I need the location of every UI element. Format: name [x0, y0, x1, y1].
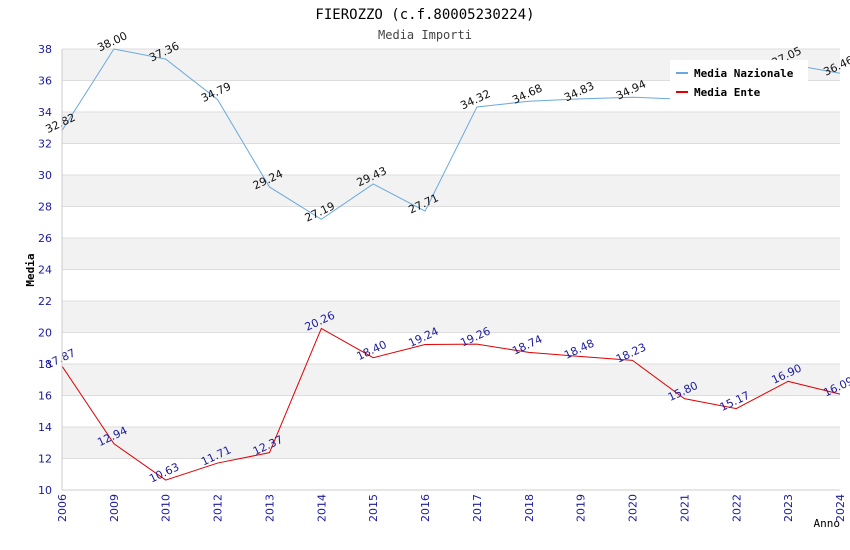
legend-box — [670, 60, 808, 102]
x-tick-label: 2009 — [108, 494, 121, 522]
grid-band — [62, 112, 840, 144]
y-axis-label: Media — [24, 253, 37, 286]
x-axis-label: Anno — [814, 517, 841, 530]
y-tick-label: 24 — [38, 264, 52, 277]
y-tick-label: 12 — [38, 453, 52, 466]
data-label: 18.23 — [614, 341, 648, 366]
grid-lines — [62, 48, 840, 491]
chart-subtitle: Media Importi — [378, 28, 472, 42]
y-tick-label: 30 — [38, 169, 52, 182]
data-label: 34.94 — [614, 77, 648, 102]
x-tick-label: 2019 — [575, 494, 588, 522]
y-tick-label: 38 — [38, 43, 52, 56]
data-label: 18.48 — [562, 337, 596, 362]
data-label: 18.74 — [510, 333, 544, 358]
grid-band — [62, 364, 840, 396]
data-label: 34.83 — [562, 79, 596, 104]
legend-entry: Media Ente — [694, 86, 761, 99]
series-line-ente — [61, 327, 841, 481]
x-tick-label: 2023 — [782, 494, 795, 522]
x-tick-label: 2024 — [834, 494, 847, 522]
data-label: 34.79 — [199, 80, 233, 105]
x-tick-label: 2006 — [56, 494, 69, 522]
x-tick-label: 2020 — [627, 494, 640, 522]
y-tick-label: 10 — [38, 484, 52, 497]
y-tick-label: 16 — [38, 390, 52, 403]
legend: Media Nazionale Media Ente — [670, 60, 808, 102]
chart-title: FIEROZZO (c.f.80005230224) — [315, 7, 534, 23]
grid-band — [62, 175, 840, 207]
data-label: 34.32 — [458, 87, 492, 112]
data-label: 18.40 — [355, 338, 389, 363]
data-label: 34.68 — [510, 82, 544, 107]
x-tick-label: 2021 — [678, 494, 691, 522]
x-tick-label: 2015 — [367, 494, 380, 522]
grid-bands — [62, 49, 840, 459]
x-tick-label: 2012 — [212, 494, 225, 522]
x-tick-label: 2016 — [419, 494, 432, 522]
x-tick-label: 2018 — [523, 494, 536, 522]
data-label: 10.63 — [147, 460, 181, 485]
y-tick-label: 22 — [38, 295, 52, 308]
y-tick-label: 14 — [38, 421, 52, 434]
x-tick-label: 2014 — [315, 494, 328, 522]
legend-entry: Media Nazionale — [694, 67, 794, 80]
x-tick-label: 2022 — [730, 494, 743, 522]
y-tick-label: 32 — [38, 138, 52, 151]
x-tick-label: 2010 — [160, 494, 173, 522]
x-tick-label: 2013 — [263, 494, 276, 522]
y-tick-label: 28 — [38, 201, 52, 214]
grid-band — [62, 238, 840, 270]
y-tick-label: 36 — [38, 75, 52, 88]
grid-band — [62, 427, 840, 459]
grid-band — [62, 301, 840, 333]
y-tick-label: 34 — [38, 106, 52, 119]
y-tick-label: 26 — [38, 232, 52, 245]
x-tick-label: 2017 — [471, 494, 484, 522]
y-tick-label: 20 — [38, 327, 52, 340]
y-tick-label: 18 — [38, 358, 52, 371]
